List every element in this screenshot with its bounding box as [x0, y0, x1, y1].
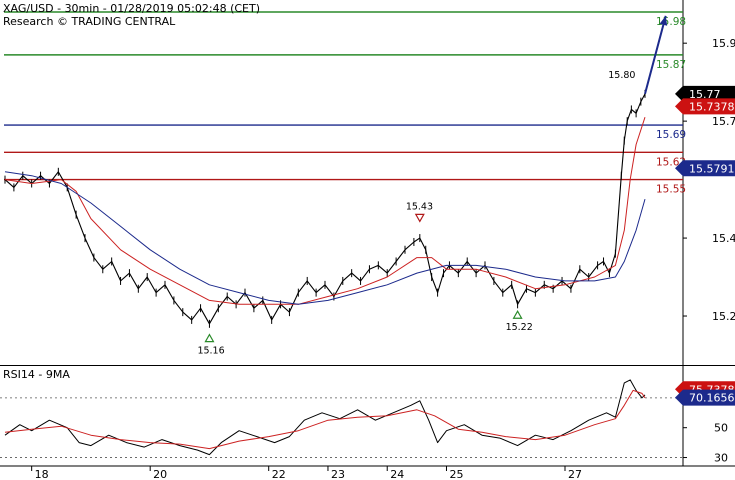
level-label-15.98: 15.98 — [656, 16, 686, 28]
price-series-price — [4, 93, 646, 325]
x-tick-label: 22 — [272, 468, 286, 480]
rsi-tag-blue-label: 70.1656 — [689, 392, 735, 405]
price-tag-red: 15.7378 — [675, 98, 735, 115]
price-series-ma_slow — [4, 171, 646, 305]
price-tag-black: 15.77 — [675, 85, 735, 102]
price-tag-blue-shape — [675, 160, 735, 177]
level-label-15.87: 15.87 — [656, 59, 686, 71]
price-series-ma_fast — [4, 117, 646, 305]
price-y-tick-label: 15.4 — [712, 232, 735, 245]
rsi-y-tick-label: 50 — [714, 422, 728, 435]
price-y-tick-label: 15.7 — [712, 115, 735, 128]
rsi-series-rsi — [4, 379, 646, 456]
price-y-tick-label: 15.2 — [712, 310, 735, 323]
price-tag-red-shape — [675, 98, 735, 115]
x-tick-label: 27 — [568, 468, 582, 480]
price-tag-blue: 15.5791 — [675, 160, 735, 177]
annotation-label-15.16: 15.16 — [197, 346, 224, 357]
level-label-15.55: 15.55 — [656, 184, 686, 196]
price-y-tick-label: 15.9 — [712, 37, 735, 50]
price-tag-red-label: 15.7378 — [689, 100, 735, 113]
rsi-tag-blue: 70.1656 — [675, 389, 735, 406]
projection-arrow-head — [659, 15, 668, 26]
x-tick-label: 18 — [35, 468, 49, 480]
annotation-up-marker — [512, 310, 523, 319]
annotation-label-15.43: 15.43 — [406, 201, 433, 212]
x-tick-label: 23 — [331, 468, 345, 480]
chart-header-title: XAG/USD - 30min - 01/28/2019 05:02:48 (C… — [3, 2, 260, 15]
annotation-label-15.80: 15.80 — [608, 70, 635, 81]
projection-arrow-line — [644, 15, 667, 95]
chart-header-research: Research © TRADING CENTRAL — [3, 15, 176, 28]
annotation-down-marker — [414, 213, 425, 223]
price-tag-black-label: 15.77 — [689, 88, 721, 101]
rsi-y-tick-label: 30 — [714, 452, 728, 465]
rsi-panel-title: RSI14 - 9MA — [3, 368, 70, 381]
annotation-up-marker — [204, 333, 215, 343]
x-tick-label: 20 — [153, 468, 167, 480]
level-label-15.69: 15.69 — [656, 129, 686, 141]
rsi-series-ma_fast — [4, 389, 646, 450]
rsi-tag-blue-shape — [675, 389, 735, 406]
x-tick-label: 24 — [390, 468, 404, 480]
annotation-label-15.22: 15.22 — [506, 322, 533, 333]
x-tick-label: 25 — [449, 468, 463, 480]
price-tag-black-shape — [675, 85, 735, 102]
price-tag-blue-label: 15.5791 — [689, 162, 735, 175]
